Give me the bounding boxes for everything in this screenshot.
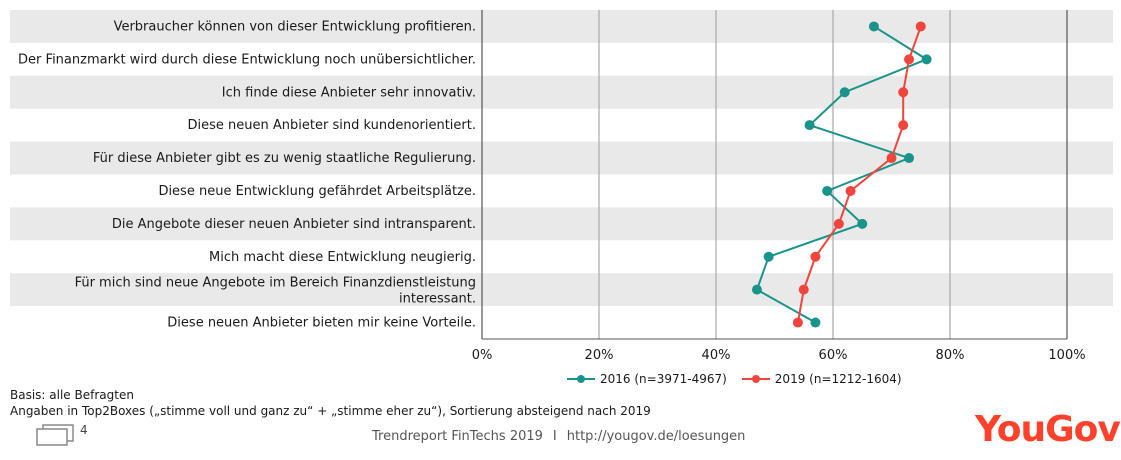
slides-icon — [36, 424, 74, 446]
data-point — [886, 153, 897, 164]
row-band — [10, 10, 1113, 43]
page-number: 4 — [80, 423, 88, 437]
chart: Verbraucher können von dieser Entwicklun… — [10, 10, 1113, 363]
category-label: Diese neuen Anbieter bieten mir keine Vo… — [167, 316, 476, 331]
legend-marker-2019 — [741, 375, 770, 383]
x-tick-label: 20% — [585, 348, 614, 363]
x-tick-label: 60% — [819, 348, 848, 363]
data-point — [845, 185, 856, 196]
series-1 — [792, 21, 926, 328]
x-tick-label: 40% — [702, 348, 731, 363]
yougov-logo: YouGov — [975, 409, 1121, 450]
angaben-note: Angaben in Top2Boxes („stimme voll und g… — [10, 404, 651, 418]
category-label: Ich finde diese Anbieter sehr innovativ. — [222, 85, 476, 100]
gridlines — [481, 10, 1068, 340]
data-point — [898, 120, 909, 131]
category-label: Mich macht diese Entwicklung neugierig. — [209, 250, 476, 265]
category-labels: Verbraucher können von dieser Entwicklun… — [18, 19, 476, 330]
row-band — [10, 273, 1113, 307]
data-point — [822, 185, 833, 196]
data-point — [839, 87, 850, 98]
x-tick-label: 80% — [936, 348, 965, 363]
legend-item-2016: 2016 (n=3971-4967) — [566, 372, 727, 386]
legend: 2016 (n=3971-4967) 2019 (n=1212-1604) — [566, 372, 902, 386]
legend-label-2019: 2019 (n=1212-1604) — [774, 372, 902, 386]
category-label: Der Finanzmarkt wird durch diese Entwick… — [18, 52, 476, 67]
series-line — [755, 25, 929, 324]
category-label: Verbraucher können von dieser Entwicklun… — [114, 19, 476, 34]
footer-separator: I — [552, 429, 557, 444]
row-bands — [10, 10, 1113, 307]
data-point — [904, 54, 915, 65]
data-point — [857, 218, 868, 229]
category-label: Diese neue Entwicklung gefährdet Arbeits… — [158, 184, 476, 199]
data-point — [868, 21, 879, 32]
series-line — [796, 26, 922, 323]
data-point — [833, 218, 844, 229]
row-band — [10, 141, 1113, 175]
legend-item-2019: 2019 (n=1212-1604) — [741, 372, 902, 386]
x-axis-ticks: 0% 20% 40% 60% 80% 100% — [472, 348, 1086, 363]
data-point — [804, 120, 815, 131]
data-point — [921, 54, 932, 65]
legend-label-2016: 2016 (n=3971-4967) — [600, 372, 727, 386]
category-label: Für mich sind neue Angebote im Bereich F… — [75, 276, 476, 307]
category-label: Für diese Anbieter gibt es zu wenig staa… — [93, 151, 476, 166]
x-tick-label: 0% — [472, 348, 493, 363]
x-tick-label: 100% — [1048, 348, 1085, 363]
row-band — [10, 207, 1113, 241]
series-0 — [751, 21, 932, 328]
series-layer — [751, 21, 932, 328]
data-point — [810, 317, 821, 328]
data-point — [792, 317, 803, 328]
data-point — [763, 251, 774, 262]
data-point — [915, 21, 926, 32]
report-title: Trendreport FinTechs 2019 — [372, 429, 543, 444]
row-band — [10, 75, 1113, 109]
data-point — [751, 284, 762, 295]
basis-note: Basis: alle Befragten — [10, 388, 134, 402]
data-point — [898, 87, 909, 98]
data-point — [904, 153, 915, 164]
category-label: Diese neuen Anbieter sind kundenorientie… — [188, 118, 476, 133]
footer-url[interactable]: http://yougov.de/loesungen — [566, 429, 746, 444]
data-point — [798, 284, 809, 295]
category-label: Die Angebote dieser neuen Anbieter sind … — [112, 217, 476, 232]
data-point — [810, 251, 821, 262]
legend-marker-2016 — [567, 375, 595, 383]
